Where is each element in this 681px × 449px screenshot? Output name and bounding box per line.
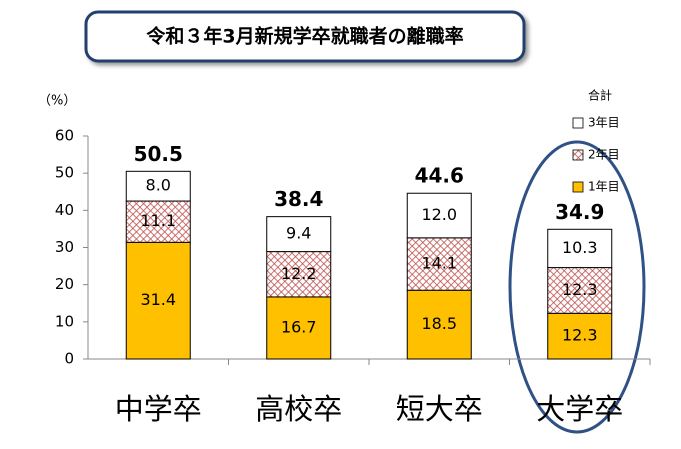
value-label: 16.7 — [281, 317, 317, 336]
total-label: 44.6 — [415, 164, 464, 188]
bar-segment — [125, 170, 191, 202]
x-tick-label: 短大卒 — [396, 392, 483, 426]
x-tick-label: 中学卒 — [115, 392, 202, 426]
y-tick-label: 30 — [55, 238, 74, 256]
bar-segment — [547, 228, 613, 269]
legend-title: 合計 — [588, 88, 612, 103]
total-label: 34.9 — [555, 200, 604, 224]
legend-swatch — [572, 117, 584, 129]
legend-label: 3年目 — [588, 116, 620, 130]
x-tick-label: 高校卒 — [255, 392, 342, 426]
y-tick-label: 40 — [55, 201, 74, 219]
value-label: 12.2 — [281, 264, 317, 283]
total-label: 38.4 — [274, 187, 323, 211]
value-label: 9.4 — [286, 224, 311, 243]
value-label: 31.4 — [140, 290, 176, 309]
y-tick-label: 20 — [55, 275, 74, 293]
value-label: 12.0 — [421, 205, 457, 224]
value-label: 12.3 — [562, 280, 598, 299]
title-box — [84, 10, 526, 63]
y-tick-label: 60 — [55, 127, 74, 145]
y-tick-label: 0 — [64, 350, 74, 368]
chart-title: 令和３年3月新規学卒就職者の離職率 — [146, 25, 463, 48]
value-label: 18.5 — [421, 314, 457, 333]
legend-swatch — [572, 181, 584, 193]
value-label: 12.3 — [562, 326, 598, 345]
bar-segment — [125, 200, 191, 243]
value-label: 8.0 — [146, 176, 171, 195]
bar-segment — [125, 241, 191, 360]
bar-segment — [266, 296, 332, 360]
x-tick-label: 大学卒 — [536, 392, 623, 426]
legend-label: 2年目 — [588, 148, 620, 162]
bar-segment — [266, 216, 332, 253]
y-tick-label: 10 — [55, 312, 74, 330]
value-label: 11.1 — [140, 211, 176, 230]
bar-segment — [547, 267, 613, 314]
y-tick-label: 50 — [55, 164, 74, 182]
bar-segment — [406, 192, 472, 239]
legend-swatch — [572, 149, 584, 161]
bar-segment — [406, 289, 472, 360]
legend-label: 1年目 — [588, 180, 620, 194]
value-label: 14.1 — [421, 254, 457, 273]
highlight-ellipse — [508, 140, 646, 434]
total-label: 50.5 — [134, 142, 183, 166]
value-label: 10.3 — [562, 238, 598, 257]
y-unit: （%） — [38, 94, 76, 109]
